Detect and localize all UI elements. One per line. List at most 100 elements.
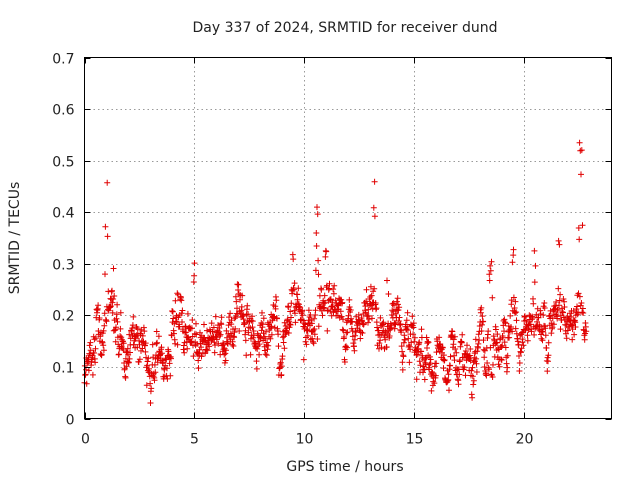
- data-point: [394, 295, 401, 302]
- data-point: [158, 344, 165, 351]
- data-point: [241, 320, 248, 327]
- data-point: [213, 336, 220, 343]
- data-point: [239, 292, 246, 299]
- data-point: [327, 308, 334, 315]
- data-point: [416, 358, 423, 365]
- data-point: [568, 313, 575, 320]
- data-point: [96, 315, 103, 321]
- data-point: [346, 296, 353, 303]
- data-point: [330, 290, 337, 297]
- data-point: [383, 344, 390, 350]
- data-point: [303, 341, 310, 348]
- data-point: [395, 307, 402, 313]
- y-tick-label: 0.4: [52, 206, 74, 222]
- data-point: [481, 364, 488, 370]
- data-point: [189, 317, 196, 323]
- data-point: [130, 313, 137, 320]
- data-point: [456, 371, 463, 378]
- data-point: [134, 325, 141, 332]
- data-point: [127, 349, 133, 356]
- data-point: [151, 361, 158, 368]
- data-point: [188, 325, 195, 332]
- data-point: [510, 294, 517, 301]
- data-point: [206, 343, 213, 350]
- y-tick-label: 0.7: [52, 52, 74, 68]
- data-point: [92, 335, 99, 342]
- data-point: [129, 325, 136, 332]
- data-point: [101, 310, 108, 317]
- data-point: [102, 223, 109, 230]
- data-point: [395, 301, 401, 308]
- data-point: [310, 327, 317, 334]
- data-point: [172, 297, 179, 304]
- data-point: [244, 302, 251, 309]
- data-point: [294, 291, 301, 298]
- data-point: [332, 297, 339, 304]
- x-tick-label: 20: [516, 432, 534, 448]
- data-point: [504, 364, 511, 371]
- data-point: [114, 318, 121, 325]
- data-point: [385, 291, 392, 297]
- data-point: [168, 355, 174, 362]
- data-point: [147, 380, 154, 387]
- data-point: [291, 307, 298, 314]
- data-point: [425, 339, 432, 346]
- data-point: [232, 325, 239, 332]
- data-point: [484, 360, 491, 366]
- data-point: [457, 357, 463, 364]
- x-tick-label: 15: [406, 432, 424, 448]
- data-point: [572, 324, 579, 330]
- data-point: [179, 307, 186, 314]
- data-point: [502, 320, 509, 327]
- data-point: [402, 336, 408, 343]
- data-point: [512, 310, 518, 316]
- data-point: [151, 377, 158, 384]
- data-point: [313, 243, 320, 249]
- data-point: [311, 315, 318, 322]
- data-point: [218, 314, 225, 321]
- data-point: [323, 248, 330, 255]
- data-point: [230, 343, 237, 349]
- data-point: [366, 316, 373, 323]
- data-point: [97, 351, 104, 357]
- y-tick-label: 0.6: [52, 103, 74, 119]
- data-point: [113, 311, 120, 318]
- data-point: [405, 335, 412, 342]
- data-point: [556, 297, 563, 304]
- data-point: [318, 286, 325, 293]
- data-point: [167, 372, 174, 379]
- data-point: [436, 334, 443, 341]
- data-point: [264, 339, 271, 346]
- data-point: [249, 324, 256, 331]
- data-point: [268, 331, 275, 338]
- data-point: [367, 294, 374, 300]
- data-point: [103, 318, 110, 325]
- data-point: [377, 314, 384, 321]
- data-point: [195, 357, 202, 364]
- data-point: [261, 347, 268, 354]
- data-point: [117, 333, 124, 340]
- data-point: [561, 304, 568, 310]
- data-point: [440, 352, 447, 359]
- axis-ticks: 0 0.1 0.2 0.3 0.4 0.5 0.6 0.7 0 5 10 15 20: [52, 52, 612, 448]
- data-point: [455, 381, 462, 388]
- data-point: [256, 351, 263, 358]
- data-point: [287, 308, 294, 315]
- data-point: [371, 213, 378, 220]
- data-point: [519, 329, 525, 336]
- data-point: [415, 349, 422, 356]
- data-point: [485, 328, 492, 335]
- data-point: [406, 359, 413, 366]
- data-point: [410, 320, 417, 327]
- data-point: [254, 345, 261, 352]
- data-point: [468, 367, 475, 374]
- data-point: [322, 299, 329, 306]
- data-point: [130, 341, 137, 348]
- data-point: [245, 311, 252, 318]
- data-point: [545, 358, 551, 365]
- data-point: [247, 351, 254, 358]
- y-tick-label: 0.5: [52, 155, 74, 171]
- data-point: [568, 322, 575, 329]
- data-point: [259, 321, 266, 328]
- data-point: [198, 353, 205, 360]
